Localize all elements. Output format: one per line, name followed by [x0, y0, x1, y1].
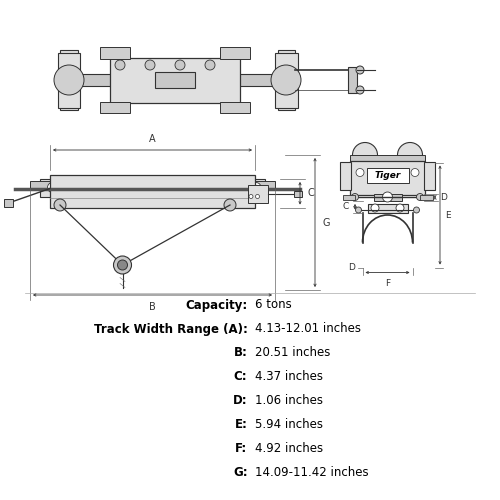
- Bar: [50, 175, 255, 208]
- Circle shape: [356, 66, 364, 74]
- Bar: [350, 161, 425, 195]
- Text: F: F: [385, 278, 390, 287]
- Text: 1.06 inches: 1.06 inches: [255, 394, 323, 407]
- Text: G: G: [322, 218, 330, 228]
- Circle shape: [398, 142, 422, 168]
- Text: 20.51 inches: 20.51 inches: [255, 346, 330, 360]
- Circle shape: [271, 65, 301, 95]
- Bar: [220, 48, 250, 58]
- Bar: [40, 179, 68, 196]
- Circle shape: [371, 204, 379, 212]
- Text: 14.09-11.42 inches: 14.09-11.42 inches: [255, 466, 368, 479]
- Text: C: C: [308, 188, 314, 198]
- Polygon shape: [60, 50, 78, 110]
- Text: 4.92 inches: 4.92 inches: [255, 442, 323, 456]
- Bar: [366, 168, 408, 182]
- Text: B: B: [149, 302, 156, 312]
- Text: B:: B:: [234, 346, 247, 360]
- Circle shape: [175, 60, 185, 70]
- Circle shape: [251, 182, 261, 192]
- Text: Track Width Range (A):: Track Width Range (A):: [94, 322, 248, 336]
- Text: Capacity:: Capacity:: [185, 298, 248, 312]
- Text: 6 tons: 6 tons: [255, 298, 292, 312]
- Circle shape: [356, 168, 364, 176]
- Bar: [424, 162, 435, 190]
- Text: C:: C:: [234, 370, 247, 384]
- Text: D: D: [440, 193, 447, 202]
- Text: G:: G:: [233, 466, 248, 479]
- Bar: [248, 185, 268, 202]
- Text: D:: D:: [233, 394, 248, 407]
- Circle shape: [48, 182, 58, 192]
- Circle shape: [54, 199, 66, 211]
- Bar: [420, 194, 432, 200]
- Bar: [30, 181, 68, 190]
- Text: 4.13-12.01 inches: 4.13-12.01 inches: [255, 322, 361, 336]
- Bar: [58, 52, 80, 108]
- Circle shape: [114, 256, 132, 274]
- Circle shape: [256, 194, 260, 198]
- Circle shape: [414, 207, 420, 213]
- Bar: [70, 74, 295, 86]
- Bar: [100, 48, 130, 58]
- Circle shape: [118, 260, 128, 270]
- Circle shape: [274, 68, 298, 92]
- Text: E:: E:: [234, 418, 248, 432]
- Bar: [342, 194, 355, 200]
- Circle shape: [352, 194, 358, 200]
- Bar: [368, 204, 408, 212]
- Circle shape: [396, 204, 404, 212]
- Circle shape: [411, 168, 419, 176]
- Bar: [350, 154, 425, 162]
- Text: 5.94 inches: 5.94 inches: [255, 418, 323, 432]
- Bar: [4, 198, 13, 206]
- Circle shape: [145, 60, 155, 70]
- Circle shape: [356, 86, 364, 94]
- Text: C: C: [343, 202, 349, 211]
- Text: A: A: [149, 134, 156, 143]
- Bar: [294, 190, 302, 196]
- Circle shape: [352, 142, 378, 168]
- Circle shape: [249, 194, 253, 198]
- Circle shape: [115, 60, 125, 70]
- Circle shape: [54, 65, 84, 95]
- Bar: [374, 194, 402, 201]
- Bar: [275, 52, 297, 108]
- Bar: [340, 162, 351, 190]
- Bar: [348, 68, 356, 92]
- Text: D: D: [348, 263, 355, 272]
- Bar: [155, 72, 195, 88]
- Circle shape: [416, 194, 424, 200]
- Circle shape: [224, 199, 236, 211]
- Text: 4.37 inches: 4.37 inches: [255, 370, 323, 384]
- Bar: [238, 179, 265, 196]
- Circle shape: [55, 68, 80, 92]
- Circle shape: [356, 207, 362, 213]
- Text: F:: F:: [236, 442, 248, 456]
- Bar: [110, 58, 240, 102]
- Circle shape: [205, 60, 215, 70]
- Bar: [220, 102, 250, 112]
- Circle shape: [382, 192, 392, 202]
- Bar: [238, 181, 275, 190]
- Text: Tiger: Tiger: [374, 170, 400, 179]
- Polygon shape: [278, 50, 295, 110]
- Bar: [100, 102, 130, 112]
- Text: E: E: [445, 210, 450, 220]
